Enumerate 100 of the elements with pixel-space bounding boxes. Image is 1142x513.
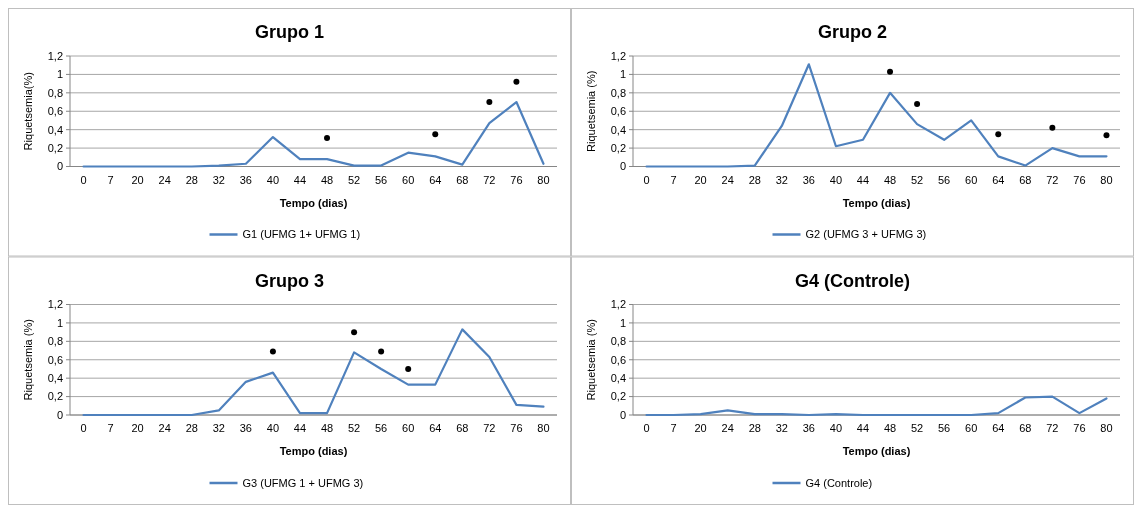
- x-tick-label: 44: [856, 422, 870, 434]
- chart-title: Grupo 1: [254, 22, 325, 42]
- x-tick-label: 20: [694, 173, 707, 186]
- x-tick-label: 72: [1046, 422, 1059, 434]
- y-tick-label: 0,2: [47, 141, 63, 154]
- x-tick-label: 7: [670, 422, 677, 434]
- x-tick-label: 24: [721, 173, 734, 186]
- x-tick-label: 7: [107, 173, 114, 186]
- x-tick-label: 20: [131, 173, 144, 186]
- x-tick-label: 0: [643, 173, 650, 186]
- x-tick-label: 32: [775, 173, 788, 186]
- x-axis-title: Tempo (dias): [842, 196, 911, 209]
- line-series: [645, 395, 1108, 417]
- x-tick-label: 32: [212, 173, 225, 186]
- x-tick-label: 28: [185, 173, 198, 186]
- x-tick-label: 44: [856, 173, 870, 186]
- y-tick-label: 1,2: [610, 298, 626, 311]
- x-tick-label: 64: [992, 173, 1005, 186]
- legend-label: G2 (UFMG 3 + UFMG 3): [805, 228, 927, 241]
- y-axis-title: Riquetsemia (%): [585, 70, 597, 152]
- legend-label: G4 (Controle): [805, 476, 873, 489]
- x-tick-label: 80: [1100, 173, 1113, 186]
- y-axis-title: Riquetsemia (%): [585, 319, 597, 401]
- x-axis-title: Tempo (dias): [279, 196, 348, 209]
- x-tick-label: 40: [829, 422, 843, 434]
- y-tick-label: 0,4: [610, 123, 626, 136]
- x-tick-label: 40: [266, 173, 280, 186]
- y-tick-label: 0,6: [47, 105, 63, 118]
- x-tick-label: 76: [1073, 173, 1086, 186]
- line-series: [82, 100, 545, 168]
- y-tick-label: 0: [619, 160, 626, 173]
- x-tick-label: 64: [992, 422, 1005, 434]
- chart-title: G4 (Controle): [795, 270, 910, 291]
- y-tick-label: 1: [619, 316, 626, 329]
- chart-title: Grupo 3: [254, 270, 325, 291]
- x-tick-label: 60: [965, 422, 978, 434]
- x-tick-label: 52: [347, 422, 361, 434]
- x-tick-label: 68: [456, 173, 469, 186]
- y-axis-title: Riquetsemia (%): [22, 319, 34, 401]
- x-tick-label: 72: [483, 173, 496, 186]
- x-tick-label: 56: [938, 422, 951, 434]
- x-tick-label: 56: [375, 173, 388, 186]
- y-tick-label: 1: [56, 316, 63, 329]
- line-series: [82, 328, 545, 417]
- x-tick-label: 80: [1100, 422, 1113, 434]
- y-tick-label: 0,8: [610, 335, 626, 348]
- x-tick-label: 52: [347, 173, 361, 186]
- y-tick-label: 0,4: [47, 123, 63, 136]
- y-tick-label: 0,2: [610, 390, 626, 403]
- x-tick-label: 68: [456, 422, 469, 434]
- y-tick-label: 0,8: [610, 86, 626, 99]
- x-tick-label: 60: [402, 173, 415, 186]
- y-tick-label: 0,2: [47, 390, 63, 403]
- x-tick-label: 72: [483, 422, 496, 434]
- x-tick-label: 68: [1019, 173, 1032, 186]
- x-tick-label: 7: [107, 422, 114, 434]
- x-tick-label: 40: [829, 173, 843, 186]
- x-tick-label: 28: [185, 422, 198, 434]
- x-tick-label: 72: [1046, 173, 1059, 186]
- y-tick-label: 0,2: [610, 141, 626, 154]
- x-tick-label: 76: [510, 422, 523, 434]
- x-tick-label: 20: [131, 422, 144, 434]
- y-tick-label: 1: [619, 68, 626, 81]
- x-tick-label: 52: [910, 173, 924, 186]
- x-tick-label: 36: [239, 173, 252, 186]
- y-tick-label: 0,8: [47, 335, 63, 348]
- y-axis-title: Riquetsemia(%): [22, 72, 34, 151]
- y-tick-label: 0,6: [610, 353, 626, 366]
- y-tick-label: 1: [56, 68, 63, 81]
- x-tick-label: 24: [158, 422, 171, 434]
- x-tick-label: 28: [748, 422, 761, 434]
- x-tick-label: 52: [910, 422, 924, 434]
- y-tick-label: 0,6: [610, 105, 626, 118]
- x-tick-label: 24: [721, 422, 734, 434]
- chart-title: Grupo 2: [817, 22, 888, 42]
- y-tick-label: 1,2: [47, 49, 63, 62]
- x-tick-label: 60: [965, 173, 978, 186]
- x-tick-label: 56: [375, 422, 388, 434]
- x-tick-label: 48: [883, 173, 897, 186]
- x-tick-label: 44: [293, 422, 307, 434]
- x-tick-label: 68: [1019, 422, 1032, 434]
- line-series: [645, 63, 1108, 168]
- x-tick-label: 28: [748, 173, 761, 186]
- x-tick-label: 40: [266, 422, 280, 434]
- x-tick-label: 76: [1073, 422, 1086, 434]
- x-tick-label: 24: [158, 173, 171, 186]
- x-tick-label: 64: [429, 422, 442, 434]
- legend-label: G3 (UFMG 1 + UFMG 3): [242, 476, 364, 489]
- x-tick-label: 64: [429, 173, 442, 186]
- x-tick-label: 36: [239, 422, 252, 434]
- x-tick-label: 7: [670, 173, 677, 186]
- x-tick-label: 48: [320, 173, 334, 186]
- x-tick-label: 44: [293, 173, 307, 186]
- y-tick-label: 1,2: [610, 49, 626, 62]
- y-tick-label: 0: [56, 160, 63, 173]
- y-tick-label: 0,4: [610, 372, 626, 385]
- x-tick-label: 48: [883, 422, 897, 434]
- x-tick-label: 60: [402, 422, 415, 434]
- x-tick-label: 0: [80, 422, 87, 434]
- x-axis-title: Tempo (dias): [842, 445, 911, 457]
